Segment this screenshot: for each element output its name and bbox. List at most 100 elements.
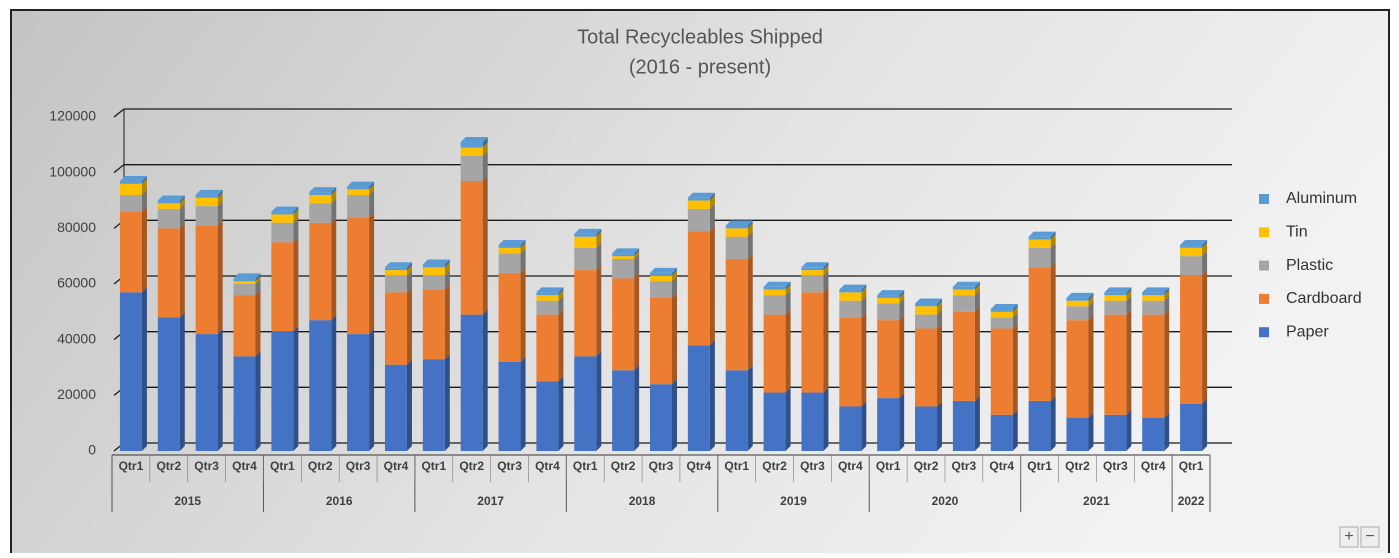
x-tick-label: Qtr4 bbox=[232, 459, 257, 473]
bar-front bbox=[650, 281, 672, 298]
bar-segment bbox=[763, 309, 791, 393]
bar-segment bbox=[574, 242, 602, 271]
bar-side bbox=[293, 206, 299, 215]
bar-side bbox=[937, 301, 943, 315]
bar-top bbox=[157, 195, 185, 201]
bar-front bbox=[915, 303, 938, 307]
zoom-out-button[interactable] bbox=[1360, 526, 1380, 548]
bar-segment bbox=[612, 273, 640, 371]
bar-segment bbox=[1104, 309, 1132, 415]
bar-segment bbox=[877, 315, 905, 399]
bar-front bbox=[498, 272, 521, 362]
bar-side bbox=[899, 315, 905, 399]
bar-top bbox=[422, 259, 450, 265]
bar-front bbox=[536, 295, 559, 301]
bar-side bbox=[293, 237, 299, 332]
bar-front bbox=[687, 200, 710, 209]
bar-side bbox=[331, 198, 337, 223]
bar-side bbox=[217, 201, 223, 226]
bar-side bbox=[331, 217, 337, 321]
x-tick-label: Qtr3 bbox=[497, 459, 522, 473]
y-tick-label: 80000 bbox=[57, 219, 96, 235]
bar-front bbox=[1104, 300, 1127, 315]
bar-side bbox=[444, 270, 450, 290]
bar-front bbox=[460, 314, 483, 451]
bar-side bbox=[444, 262, 450, 276]
bar-segment bbox=[422, 259, 450, 268]
bar-front bbox=[1104, 314, 1127, 415]
bar-segment bbox=[612, 251, 640, 259]
bar-segment bbox=[877, 292, 905, 304]
bar-side bbox=[141, 176, 147, 184]
x-tick-label: Qtr4 bbox=[535, 459, 560, 473]
bar-side bbox=[406, 359, 412, 451]
bar-segment bbox=[650, 267, 677, 276]
bar-segment bbox=[574, 231, 602, 248]
bar-segment bbox=[650, 276, 677, 298]
bar-front bbox=[271, 331, 294, 451]
year-label: 2020 bbox=[932, 494, 959, 508]
bar-segment bbox=[157, 312, 185, 451]
x-tick-label: Qtr4 bbox=[838, 459, 863, 473]
bar-segment bbox=[119, 287, 147, 451]
y-tick-label: 20000 bbox=[57, 386, 96, 402]
bar-side bbox=[482, 150, 488, 182]
bar-front bbox=[612, 370, 635, 451]
bar-side bbox=[1126, 287, 1132, 296]
bar-front bbox=[498, 253, 521, 273]
bar-segment bbox=[687, 226, 715, 346]
bar-segment bbox=[1142, 290, 1170, 301]
bar-top bbox=[763, 281, 791, 287]
bar-front bbox=[1104, 414, 1127, 451]
zoom-in-button[interactable] bbox=[1339, 526, 1359, 548]
bar-segment bbox=[839, 295, 867, 318]
bar-segment bbox=[952, 284, 980, 296]
bar-front bbox=[347, 194, 370, 218]
bar-side bbox=[558, 376, 564, 451]
bar-segment bbox=[952, 395, 980, 451]
bar-front bbox=[119, 183, 142, 195]
x-tick-label: Qtr2 bbox=[308, 459, 333, 473]
bar-front bbox=[422, 289, 445, 360]
bar-side bbox=[937, 309, 943, 329]
bar-side bbox=[444, 354, 450, 451]
bar-segment bbox=[119, 189, 147, 212]
bar-segment bbox=[233, 273, 261, 282]
bar-front bbox=[687, 231, 710, 346]
bar-side bbox=[1126, 295, 1132, 315]
bar-side bbox=[672, 292, 677, 385]
bar-front bbox=[233, 284, 256, 296]
legend-label: Plastic bbox=[1286, 257, 1333, 274]
zoom-in-label[interactable]: + bbox=[1344, 528, 1353, 545]
bar-segment bbox=[574, 228, 602, 237]
bar-segment bbox=[877, 290, 905, 298]
bar-side bbox=[1012, 323, 1018, 415]
bar-segment bbox=[763, 281, 791, 290]
bar-front bbox=[119, 292, 142, 451]
bar-segment bbox=[839, 287, 867, 301]
bar-front bbox=[347, 334, 370, 451]
legend-swatch bbox=[1259, 260, 1269, 271]
bar-side bbox=[482, 176, 488, 315]
bar-segment bbox=[687, 195, 715, 209]
bar-top bbox=[347, 181, 375, 187]
bar-front bbox=[687, 345, 710, 451]
bar-front bbox=[952, 295, 975, 312]
bar-front bbox=[233, 356, 256, 451]
bar-side bbox=[861, 401, 867, 451]
bar-side bbox=[974, 306, 980, 401]
bar-side bbox=[179, 198, 185, 209]
bar-segment bbox=[990, 409, 1018, 451]
bar-front bbox=[422, 275, 445, 290]
x-tick-label: Qtr2 bbox=[459, 459, 484, 473]
bar-side bbox=[331, 315, 337, 451]
bar-side bbox=[255, 351, 261, 451]
bar-side bbox=[369, 212, 375, 335]
bar-segment bbox=[1028, 231, 1056, 240]
bar-side bbox=[823, 270, 829, 293]
bar-front bbox=[877, 398, 900, 451]
zoom-out-label[interactable]: − bbox=[1365, 528, 1374, 545]
bar-front bbox=[952, 286, 975, 290]
bar-segment bbox=[1066, 295, 1094, 307]
bar-segment bbox=[422, 270, 450, 290]
